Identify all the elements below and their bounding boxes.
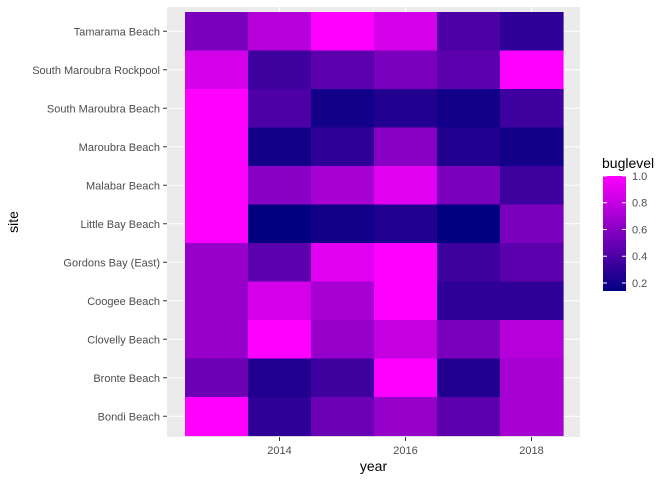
legend-tick-label: 1.0: [632, 171, 647, 183]
legend: buglevel 0.2 0.4 0.6 0.8 1.0: [602, 155, 654, 291]
heatmap-cell: [374, 320, 438, 360]
heatmap-cell: [437, 50, 501, 90]
y-tick-label: Little Bay Beach: [81, 219, 161, 231]
heatmap-cell: [500, 127, 564, 167]
legend-tick-label: 0.6: [632, 224, 647, 236]
heatmap-cell: [311, 204, 375, 244]
x-tick-label: 2014: [267, 445, 291, 457]
y-tick-label: Maroubra Beach: [79, 142, 160, 154]
legend-colorbar: [603, 176, 626, 291]
heatmap-cell: [374, 281, 438, 321]
heatmap-cell: [374, 12, 438, 52]
heatmap-cell: [248, 397, 312, 437]
heatmap-cell: [311, 281, 375, 321]
y-tick-label: South Maroubra Beach: [47, 103, 160, 115]
x-tick-label: 2018: [519, 445, 543, 457]
legend-tick-label: 0.8: [632, 198, 647, 210]
y-tick-label: South Maroubra Rockpool: [32, 65, 160, 77]
heatmap-cell: [500, 397, 564, 437]
heatmap-cell: [311, 50, 375, 90]
heatmap-cell: [437, 281, 501, 321]
heatmap-cell: [185, 320, 249, 360]
heatmap-cell: [311, 397, 375, 437]
y-axis: Tamarama Beach South Maroubra Rockpool Sou…: [32, 26, 167, 423]
heatmap-cell: [185, 397, 249, 437]
heatmap-cell: [500, 243, 564, 283]
y-tick-label: Bronte Beach: [93, 373, 160, 385]
heatmap-cell: [185, 12, 249, 52]
heatmap-cell: [185, 50, 249, 90]
heatmap-cell: [185, 358, 249, 398]
y-tick-label: Malabar Beach: [86, 180, 160, 192]
y-axis-title: site: [5, 211, 21, 233]
heatmap-cell: [500, 281, 564, 321]
heatmap-cell: [185, 243, 249, 283]
legend-tick-label: 0.4: [632, 251, 647, 263]
heatmap-cell: [500, 204, 564, 244]
x-axis: 2014 2016 2018: [267, 437, 544, 457]
heatmap-cell: [248, 243, 312, 283]
heatmap-cell: [185, 166, 249, 206]
heatmap-cell: [437, 358, 501, 398]
heatmap-cell: [185, 204, 249, 244]
heatmap-cell: [311, 89, 375, 129]
heatmap-cell: [311, 12, 375, 52]
heatmap-cell: [500, 12, 564, 52]
heatmap-cell: [248, 89, 312, 129]
heatmap-cell: [311, 358, 375, 398]
y-tick-label: Gordons Bay (East): [63, 257, 160, 269]
heatmap-cell: [374, 243, 438, 283]
heatmap-cell: [437, 243, 501, 283]
heatmap-cell: [437, 89, 501, 129]
heatmap-cell: [248, 358, 312, 398]
heatmap-cell: [374, 89, 438, 129]
heatmap-cell: [311, 166, 375, 206]
heatmap-cell: [248, 12, 312, 52]
heatmap-cells: [185, 12, 564, 437]
heatmap-cell: [374, 127, 438, 167]
heatmap-cell: [311, 243, 375, 283]
heatmap-cell: [437, 12, 501, 52]
heatmap-cell: [500, 320, 564, 360]
heatmap-cell: [185, 127, 249, 167]
heatmap-cell: [248, 166, 312, 206]
heatmap-cell: [185, 89, 249, 129]
heatmap-cell: [500, 89, 564, 129]
heatmap-cell: [437, 127, 501, 167]
x-axis-title: year: [360, 458, 388, 474]
y-tick-label: Clovelly Beach: [87, 334, 160, 346]
y-tick-label: Bondi Beach: [98, 411, 160, 423]
legend-tick-label: 0.2: [632, 278, 647, 290]
heatmap-cell: [248, 281, 312, 321]
heatmap-cell: [437, 320, 501, 360]
heatmap-cell: [248, 320, 312, 360]
heatmap-cell: [500, 50, 564, 90]
heatmap-cell: [437, 166, 501, 206]
heatmap-cell: [500, 358, 564, 398]
heatmap-cell: [374, 204, 438, 244]
heatmap-cell: [248, 127, 312, 167]
heatmap-cell: [437, 204, 501, 244]
heatmap-cell: [374, 358, 438, 398]
heatmap-cell: [374, 166, 438, 206]
heatmap-cell: [311, 127, 375, 167]
y-tick-label: Coogee Beach: [87, 296, 160, 308]
heatmap-cell: [437, 397, 501, 437]
heatmap-cell: [374, 50, 438, 90]
x-tick-label: 2016: [393, 445, 417, 457]
heatmap-cell: [500, 166, 564, 206]
heatmap-cell: [248, 204, 312, 244]
heatmap-cell: [185, 281, 249, 321]
heatmap-cell: [374, 397, 438, 437]
y-tick-label: Tamarama Beach: [74, 26, 160, 38]
legend-title: buglevel: [602, 155, 654, 171]
heatmap-cell: [311, 320, 375, 360]
heatmap-cell: [248, 50, 312, 90]
